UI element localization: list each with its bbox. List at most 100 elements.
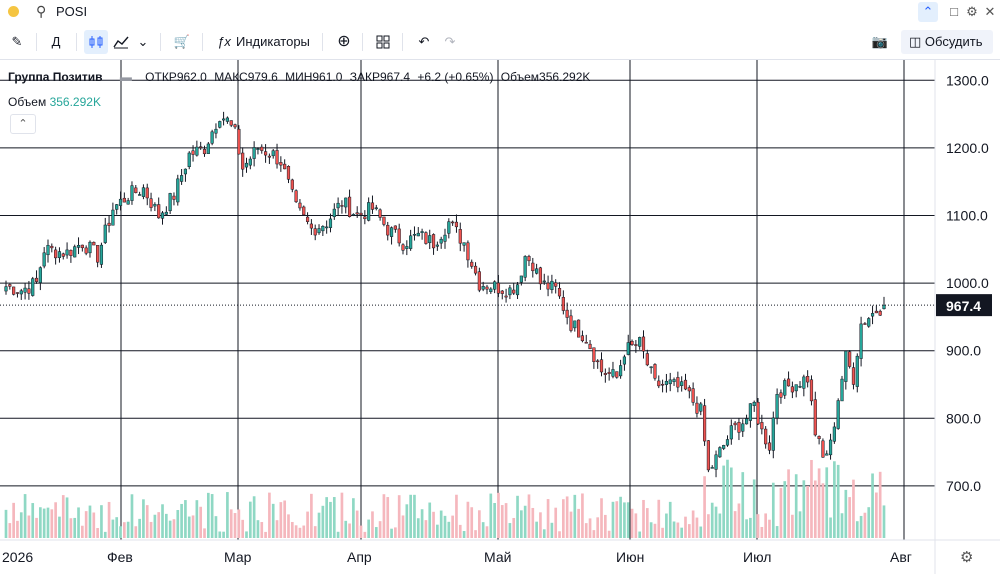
volume-bar bbox=[199, 506, 203, 538]
chevron-up-icon[interactable]: ⌃ bbox=[918, 2, 938, 22]
grid-icon[interactable] bbox=[372, 30, 394, 54]
candle-body bbox=[386, 224, 390, 236]
candle-body bbox=[882, 304, 886, 310]
candle-body bbox=[176, 178, 180, 203]
camera-icon[interactable]: 📷 bbox=[871, 34, 889, 49]
candle-body bbox=[458, 229, 462, 244]
candle-body bbox=[451, 221, 455, 224]
gear-icon[interactable]: ⚙ bbox=[966, 4, 978, 19]
volume-bar bbox=[626, 502, 630, 538]
volume-bar bbox=[474, 530, 477, 538]
candle-body bbox=[145, 187, 149, 199]
volume-bar bbox=[455, 494, 458, 538]
candle-body bbox=[279, 162, 283, 166]
volume-bar bbox=[676, 522, 680, 538]
candle-body bbox=[252, 147, 256, 159]
volume-bar bbox=[817, 468, 821, 538]
volume-bar bbox=[813, 480, 817, 538]
candle-body bbox=[439, 238, 443, 244]
redo-icon[interactable]: ↷ bbox=[444, 34, 456, 49]
legend-close: ЗАКР967.4 bbox=[349, 70, 411, 84]
candle-body bbox=[653, 364, 657, 379]
candle-body bbox=[328, 218, 333, 228]
plus-circle-icon[interactable]: ⊕ bbox=[337, 33, 351, 50]
candle-body bbox=[786, 378, 791, 387]
candle-body bbox=[504, 295, 508, 298]
chevron-down-icon[interactable]: ⌄ bbox=[137, 34, 149, 49]
close-icon[interactable]: ✕ bbox=[984, 4, 996, 19]
candle-body bbox=[286, 166, 291, 180]
volume-bar bbox=[707, 514, 710, 538]
pencil-icon[interactable]: ✎ bbox=[11, 34, 23, 49]
candle-body bbox=[813, 399, 817, 436]
candle-body bbox=[771, 417, 775, 451]
candle-body bbox=[118, 198, 123, 206]
volume-bar bbox=[523, 505, 527, 538]
volume-bar bbox=[325, 497, 328, 538]
volume-bar bbox=[69, 518, 73, 538]
candle-body bbox=[134, 187, 138, 193]
volume-bar bbox=[703, 476, 706, 538]
volume-bar bbox=[745, 519, 748, 538]
symbol-search[interactable]: POSI bbox=[56, 4, 88, 19]
volume-bar bbox=[397, 495, 401, 538]
x-tick-label: 2026 bbox=[2, 549, 33, 565]
discuss-button[interactable]: ◫ Обсудить bbox=[901, 30, 993, 54]
status-dot bbox=[8, 6, 19, 17]
gear-icon[interactable]: ⚙ bbox=[960, 549, 974, 566]
volume-bar bbox=[665, 513, 668, 538]
legend-settings-icon[interactable]: ▬ bbox=[119, 70, 132, 84]
candle-body bbox=[764, 428, 768, 445]
candle-body bbox=[405, 246, 409, 249]
candle-body bbox=[615, 371, 619, 378]
price-chart[interactable]: 1300.0 1200.0 1100.0 1000.0 900.0 800.0 700.0 2… bbox=[0, 60, 1000, 574]
candle-body bbox=[313, 228, 317, 236]
candle-body bbox=[535, 268, 539, 274]
volume-bar bbox=[195, 500, 199, 538]
volume-bar bbox=[275, 520, 279, 538]
candle-body bbox=[867, 318, 871, 327]
volume-bar bbox=[875, 492, 878, 538]
y-tick-label: 900.0 bbox=[946, 343, 981, 359]
volume-bar bbox=[420, 509, 424, 538]
candle-body bbox=[187, 152, 191, 167]
legend-low: МИН961.0 bbox=[285, 70, 343, 84]
area-chart-icon[interactable] bbox=[110, 30, 132, 54]
candle-body bbox=[664, 380, 668, 385]
candle-body bbox=[538, 267, 543, 285]
candle-body bbox=[424, 232, 428, 244]
volume-bar bbox=[172, 519, 176, 538]
volume-bar bbox=[283, 500, 287, 538]
candle-body bbox=[241, 152, 245, 170]
volume-bar bbox=[500, 505, 504, 538]
candle-body bbox=[527, 256, 531, 262]
undo-icon[interactable]: ↶ bbox=[418, 34, 430, 49]
volume-bar bbox=[600, 498, 603, 538]
volume-bar bbox=[50, 509, 54, 538]
indicators-button[interactable]: Индикаторы bbox=[236, 34, 310, 49]
candle-body bbox=[61, 253, 65, 257]
search-icon[interactable]: ⚲ bbox=[36, 3, 47, 19]
volume-bar bbox=[825, 467, 829, 538]
candle-body bbox=[870, 313, 875, 317]
volume-bar bbox=[214, 516, 218, 538]
fx-icon[interactable]: ƒx bbox=[217, 34, 231, 49]
candle-body bbox=[435, 244, 439, 247]
candle-body bbox=[531, 262, 535, 272]
candle-body bbox=[96, 245, 100, 263]
candle-body bbox=[634, 344, 638, 346]
square-icon[interactable]: □ bbox=[950, 4, 958, 19]
candles-icon[interactable] bbox=[84, 30, 108, 54]
volume-bar bbox=[737, 503, 741, 538]
volume-bar bbox=[191, 515, 195, 538]
y-tick-label: 1300.0 bbox=[946, 72, 989, 88]
candle-body bbox=[466, 242, 470, 261]
candle-body bbox=[88, 241, 92, 254]
volume-bar bbox=[409, 494, 412, 538]
legend-collapse-button[interactable]: ⌃ bbox=[10, 114, 36, 134]
volume-bar bbox=[46, 507, 50, 538]
interval-button[interactable]: Д bbox=[51, 34, 61, 49]
volume-bar bbox=[458, 524, 462, 538]
volume-bar bbox=[103, 531, 107, 538]
cart-icon[interactable]: 🛒 bbox=[173, 34, 191, 49]
